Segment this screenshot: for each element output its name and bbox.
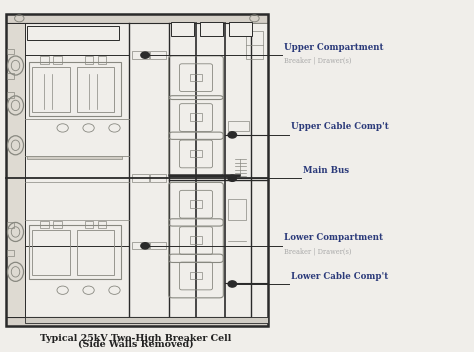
Bar — [40, 56, 48, 64]
Bar — [6, 13, 268, 326]
Bar — [77, 230, 115, 275]
Bar — [191, 200, 201, 208]
Circle shape — [228, 175, 237, 181]
Bar — [228, 199, 246, 220]
Bar — [228, 121, 249, 131]
Bar — [7, 92, 14, 98]
Bar — [150, 242, 166, 249]
Bar — [77, 67, 115, 112]
Bar — [7, 73, 14, 79]
Bar — [29, 62, 120, 116]
Bar — [6, 23, 25, 317]
Bar — [53, 221, 62, 228]
Bar — [7, 250, 14, 256]
Bar — [85, 56, 93, 64]
Bar — [53, 56, 62, 64]
Bar — [171, 22, 194, 36]
Bar — [27, 26, 119, 39]
Text: Lower Cable Comp't: Lower Cable Comp't — [291, 271, 388, 281]
Bar — [132, 51, 149, 58]
Text: Main Bus: Main Bus — [303, 166, 349, 175]
Bar — [98, 221, 107, 228]
Bar — [6, 13, 268, 23]
Bar — [85, 221, 93, 228]
Bar — [191, 113, 201, 121]
Text: Typical 25kV Two-High Breaker Cell: Typical 25kV Two-High Breaker Cell — [40, 334, 231, 343]
Text: Upper Cable Comp't: Upper Cable Comp't — [291, 122, 389, 131]
Text: Breaker | Drawer(s): Breaker | Drawer(s) — [284, 247, 352, 256]
Circle shape — [228, 281, 237, 287]
Bar — [32, 230, 70, 275]
Bar — [191, 272, 201, 279]
Bar — [246, 31, 263, 58]
Text: Breaker | Drawer(s): Breaker | Drawer(s) — [284, 57, 352, 65]
Circle shape — [141, 243, 149, 249]
Bar — [27, 319, 121, 322]
Bar — [40, 221, 48, 228]
Bar — [132, 242, 149, 249]
Bar — [150, 51, 166, 58]
Bar — [25, 317, 268, 323]
Text: (Side Walls Removed): (Side Walls Removed) — [78, 340, 193, 349]
Bar — [200, 22, 223, 36]
Bar — [29, 225, 120, 279]
Bar — [191, 150, 201, 157]
Bar — [150, 174, 166, 182]
Text: Lower Compartment: Lower Compartment — [284, 233, 383, 243]
Circle shape — [228, 132, 237, 138]
Bar — [132, 174, 149, 182]
Bar — [27, 156, 121, 159]
Bar — [7, 222, 14, 228]
Text: Upper Compartment: Upper Compartment — [284, 43, 383, 52]
Bar — [6, 317, 268, 326]
Circle shape — [141, 52, 149, 58]
Bar — [229, 22, 252, 36]
Bar — [32, 67, 70, 112]
Bar — [251, 23, 268, 317]
Bar — [7, 49, 14, 55]
Bar — [98, 56, 107, 64]
Bar — [191, 74, 201, 81]
Bar — [191, 237, 201, 244]
